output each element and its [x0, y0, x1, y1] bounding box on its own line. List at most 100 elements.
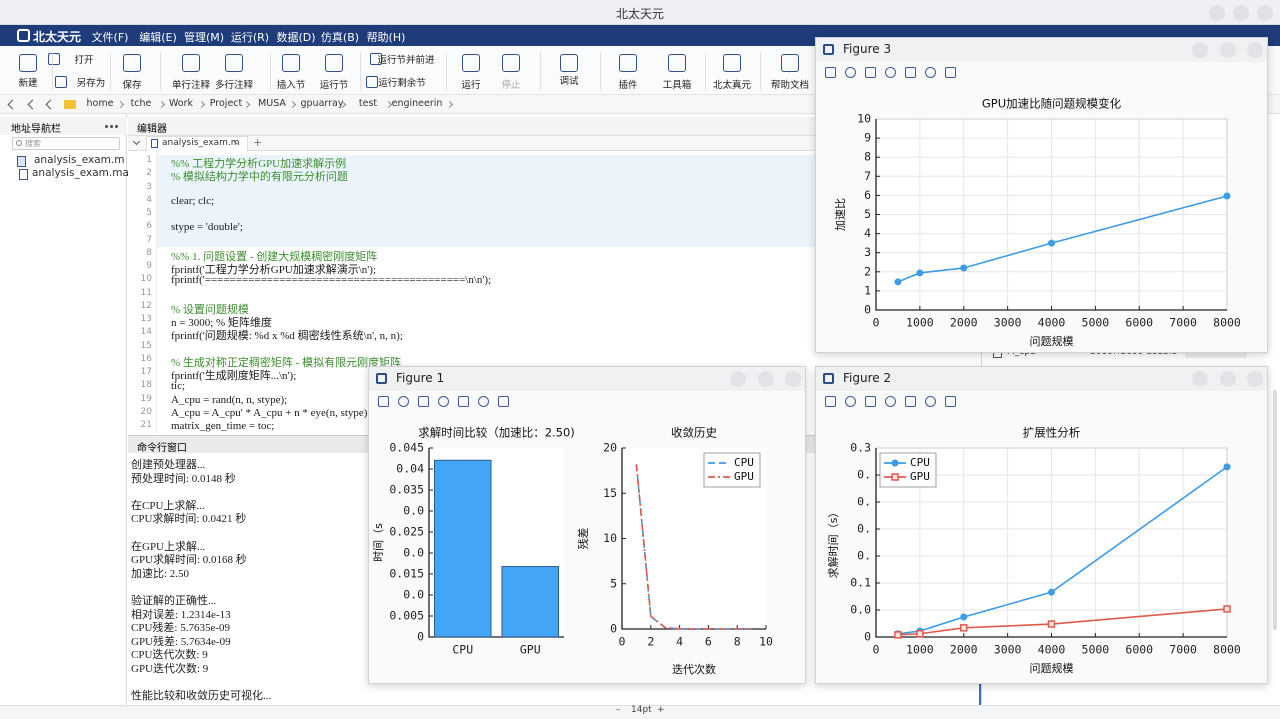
toolbar-icon[interactable]	[48, 53, 60, 65]
toolbar-label[interactable]: 帮助文档	[770, 80, 809, 91]
figure-window-button[interactable]	[1192, 371, 1208, 387]
menu-item[interactable]: 帮助(H)	[366, 31, 406, 44]
code-line: fprintf('生成刚度矩阵...\n');	[171, 370, 297, 382]
window-button[interactable]	[1233, 5, 1249, 21]
toolbar-icon[interactable]	[668, 54, 686, 72]
figure-tool[interactable]	[825, 396, 836, 407]
figure-window-button[interactable]	[1192, 42, 1208, 58]
data-point	[894, 631, 902, 639]
figure-tool[interactable]	[945, 67, 956, 78]
breadcrumb-item[interactable]: Work	[168, 98, 194, 109]
figure-tool[interactable]	[845, 67, 856, 78]
command-output: 创建预处理器...	[131, 459, 206, 471]
breadcrumb-item[interactable]: Project	[209, 98, 243, 109]
toolbar-icon[interactable]	[55, 76, 67, 88]
toolbar-icon[interactable]	[282, 54, 300, 72]
figure-tool[interactable]	[845, 396, 856, 407]
file-name[interactable]: analysis_exam.m	[34, 154, 125, 166]
toolbar-label[interactable]: 插入节	[276, 80, 306, 91]
figure-tool[interactable]	[378, 396, 389, 407]
toolbar-label[interactable]: 运行	[461, 80, 481, 91]
figure-window-button[interactable]	[785, 371, 801, 387]
line-number: 12	[140, 300, 152, 311]
figure-tool[interactable]	[398, 396, 409, 407]
figure-tool[interactable]	[885, 67, 896, 78]
toolbar-label[interactable]: 另存为	[76, 78, 106, 89]
toolbar-label[interactable]: 多行注释	[214, 80, 253, 91]
figure-tool[interactable]	[865, 396, 876, 407]
toolbar-icon[interactable]	[225, 54, 243, 72]
toolbar-icon[interactable]	[560, 54, 578, 72]
folder-icon	[64, 100, 76, 109]
search-box[interactable]	[12, 137, 120, 150]
figure-tool[interactable]	[925, 67, 936, 78]
toolbar-label[interactable]: 北太真元	[712, 80, 751, 91]
figure-tool[interactable]	[478, 396, 489, 407]
toolbar-icon[interactable]	[325, 54, 343, 72]
code-line: stype = 'double';	[171, 221, 243, 234]
toolbar-label[interactable]: 调试	[559, 76, 579, 87]
figure-window-button[interactable]	[1220, 42, 1236, 58]
figure-window-button[interactable]	[1247, 42, 1263, 58]
figure-tool[interactable]	[925, 396, 936, 407]
figure-tool[interactable]	[458, 396, 469, 407]
menu-item[interactable]: 管理(M)	[183, 31, 225, 44]
toolbar-label[interactable]: 工具箱	[662, 80, 692, 91]
figure-tool[interactable]	[418, 396, 429, 407]
breadcrumb-item[interactable]: home	[86, 98, 114, 109]
figure-tool[interactable]	[498, 396, 509, 407]
figure-window-button[interactable]	[758, 371, 774, 387]
breadcrumb-item[interactable]: engineerin	[391, 98, 443, 109]
toolbar-icon[interactable]	[19, 54, 37, 72]
code-line: matrix_gen_time = toc;	[171, 420, 275, 432]
breadcrumb-item[interactable]: MUSA	[258, 98, 286, 109]
breadcrumb-item[interactable]: test	[358, 98, 378, 109]
menu-item[interactable]: 仿真(B)	[320, 31, 360, 44]
toolbar-label[interactable]: 运行节并前进	[377, 55, 435, 66]
toolbar-label[interactable]: 运行剩余节	[378, 78, 426, 89]
data-point	[960, 613, 968, 621]
figure-window-button[interactable]	[730, 371, 746, 387]
toolbar-label[interactable]: 插件	[618, 80, 638, 91]
figure-tool[interactable]	[905, 396, 916, 407]
menu-item[interactable]: 编辑(E)	[139, 31, 177, 44]
zoom-out[interactable]: –	[616, 705, 621, 715]
toolbar-label[interactable]: 停止	[501, 80, 521, 91]
y-tick-label: 0.0	[850, 603, 871, 617]
toolbar-label[interactable]: 单行注释	[171, 80, 210, 91]
toolbar-label[interactable]: 新建	[18, 78, 38, 89]
toolbar-label[interactable]: 保存	[122, 80, 142, 91]
menu-item[interactable]: 文件(F)	[91, 31, 129, 44]
menu-item[interactable]: 运行(R)	[230, 31, 270, 44]
toolbar-label[interactable]: 打开	[74, 55, 94, 66]
figure-tool[interactable]	[825, 67, 836, 78]
toolbar-icon[interactable]	[366, 76, 378, 88]
figure-tool[interactable]	[905, 67, 916, 78]
toolbar-icon[interactable]	[502, 54, 520, 72]
toolbar-icon[interactable]	[462, 54, 480, 72]
x-tick-label: 6	[705, 635, 712, 649]
figure-tool[interactable]	[885, 396, 896, 407]
figure-tool[interactable]	[438, 396, 449, 407]
tab[interactable]	[146, 136, 248, 151]
breadcrumb-item[interactable]: gpuarray	[300, 98, 344, 109]
toolbar-icon[interactable]	[781, 54, 799, 72]
toolbar-icon[interactable]	[182, 54, 200, 72]
zoom-in[interactable]: +	[657, 705, 665, 715]
figure-tool[interactable]	[865, 67, 876, 78]
window-button[interactable]	[1257, 5, 1273, 21]
toolbar-icon[interactable]	[723, 54, 741, 72]
file-name[interactable]: analysis_exam.masv	[32, 167, 141, 179]
menu-item[interactable]: 数据(D)	[276, 31, 316, 44]
figure-window-button[interactable]	[1220, 371, 1236, 387]
figure-window-button[interactable]	[1247, 371, 1263, 387]
toolbar-label[interactable]: 运行节	[319, 80, 349, 91]
toolbar-icon[interactable]	[370, 53, 382, 65]
window-button[interactable]	[1209, 5, 1225, 21]
toolbar-icon[interactable]	[619, 54, 637, 72]
toolbar-icon[interactable]	[123, 54, 141, 72]
breadcrumb-item[interactable]: tche	[130, 98, 152, 109]
command-output: 加速比: 2.50	[131, 567, 190, 580]
new-tab[interactable]: +	[253, 136, 263, 149]
figure-tool[interactable]	[945, 396, 956, 407]
